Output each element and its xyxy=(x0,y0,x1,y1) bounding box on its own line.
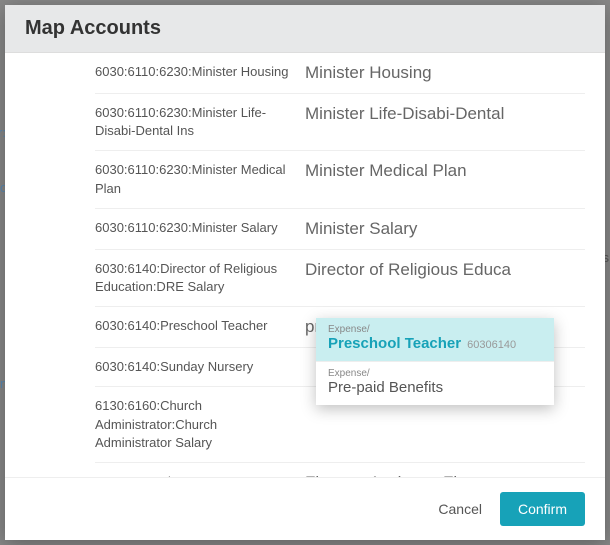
dropdown-item-label: Pre-paid Benefits xyxy=(328,379,443,396)
source-account-label: 6030:6140:Director of Religious Educatio… xyxy=(95,260,305,296)
modal-title: Map Accounts xyxy=(25,17,585,40)
mapped-account-value[interactable]: Minister Medical Plan xyxy=(305,161,585,181)
source-account-label: 6130:6160:Finance Assistant:Finance Asst… xyxy=(95,473,305,477)
dropdown-item[interactable]: Expense/ Preschool Teacher 60306140 xyxy=(316,318,554,362)
confirm-button[interactable]: Confirm xyxy=(500,492,585,526)
source-account-label: 6030:6110:6230:Minister Life-Disabi-Dent… xyxy=(95,104,305,140)
mapped-account-value[interactable]: Minister Housing xyxy=(305,63,585,83)
mapped-account-value[interactable]: Minister Life-Disabi-Dental xyxy=(305,104,585,124)
account-row: 6030:6110:6230:Minister Housing Minister… xyxy=(95,53,585,94)
account-row: 6030:6140:Director of Religious Educatio… xyxy=(95,250,585,307)
dropdown-item-category: Expense/ xyxy=(328,324,542,335)
source-account-label: 6030:6140:Sunday Nursery xyxy=(95,358,305,376)
source-account-label: 6130:6160:Church Administrator:Church Ad… xyxy=(95,397,305,452)
modal-body: 6030:6110:6230:Minister Housing Minister… xyxy=(5,53,605,477)
mapped-account-value[interactable]: Minister Salary xyxy=(305,219,585,239)
cancel-button[interactable]: Cancel xyxy=(438,501,482,517)
dropdown-item-label: Preschool Teacher xyxy=(328,335,461,352)
source-account-label: 6030:6110:6230:Minister Housing xyxy=(95,63,305,81)
modal-header: Map Accounts xyxy=(5,5,605,53)
dropdown-item-category: Expense/ xyxy=(328,368,542,379)
mapped-account-value[interactable]: Director of Religious Educa xyxy=(305,260,585,280)
source-account-label: 6030:6110:6230:Minister Medical Plan xyxy=(95,161,305,197)
mapped-account-value[interactable]: Finance Assistant:Finance xyxy=(305,473,585,477)
modal-footer: Cancel Confirm xyxy=(5,477,605,540)
source-account-label: 6030:6140:Preschool Teacher xyxy=(95,317,305,335)
account-row: 6030:6110:6230:Minister Salary Minister … xyxy=(95,209,585,250)
account-row: 6130:6160:Finance Assistant:Finance Asst… xyxy=(95,463,585,477)
source-account-label: 6030:6110:6230:Minister Salary xyxy=(95,219,305,237)
autocomplete-dropdown: Expense/ Preschool Teacher 60306140 Expen… xyxy=(316,318,554,405)
dropdown-item-code: 60306140 xyxy=(467,339,516,351)
dropdown-item[interactable]: Expense/ Pre-paid Benefits xyxy=(316,362,554,405)
map-accounts-modal: Map Accounts 6030:6110:6230:Minister Hou… xyxy=(5,5,605,540)
account-row: 6030:6110:6230:Minister Medical Plan Min… xyxy=(95,151,585,208)
account-row: 6030:6110:6230:Minister Life-Disabi-Dent… xyxy=(95,94,585,151)
